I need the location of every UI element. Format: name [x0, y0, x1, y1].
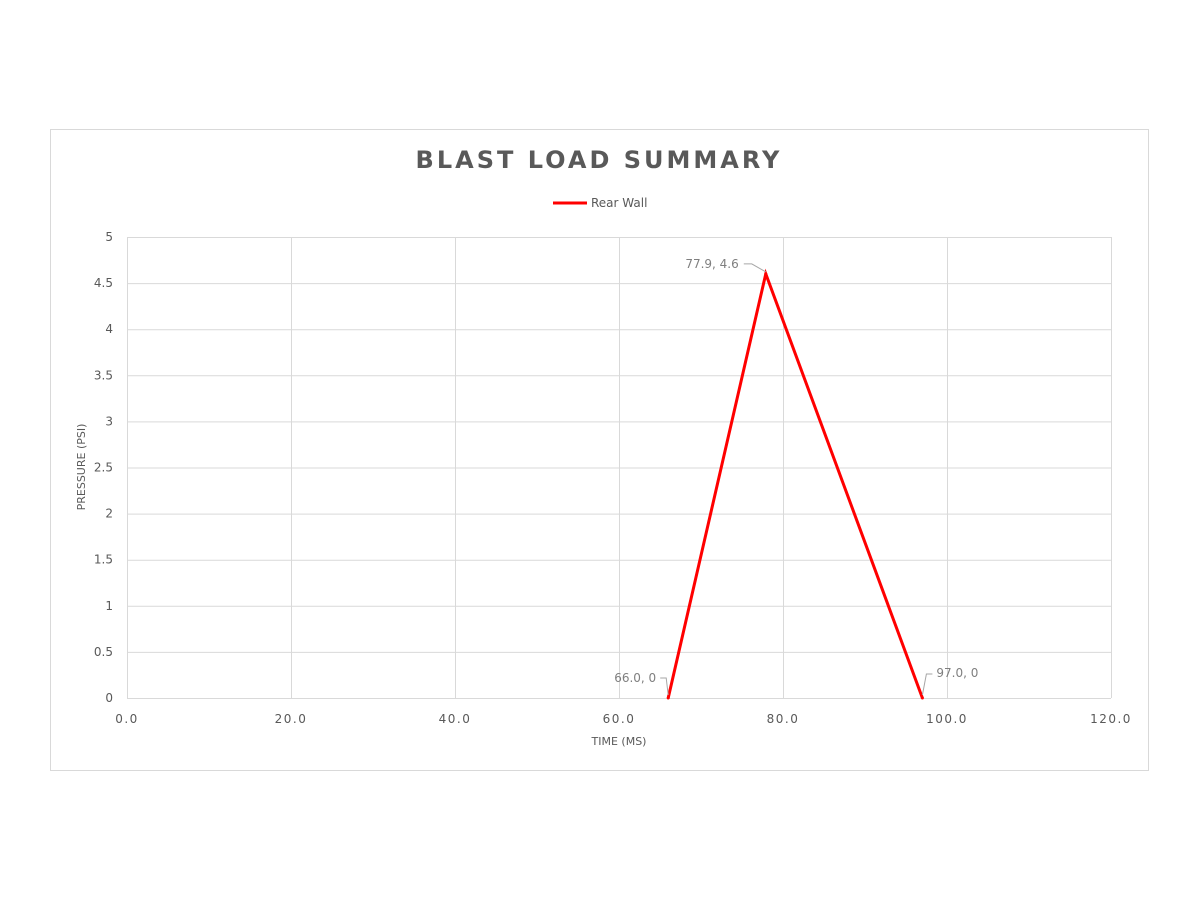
- y-tick-label: 1.5: [94, 553, 113, 567]
- data-point: [666, 696, 670, 700]
- data-point: [764, 272, 768, 276]
- y-tick-label: 1: [105, 599, 113, 613]
- y-tick-label: 3: [105, 414, 113, 428]
- tick-labels: 0 0.5 1 1.5 2 2.5 3 3.5 4 4.5 5 0.0 20.0 40.0 60.0 80.0…: [94, 230, 1132, 726]
- x-tick-label: 120.0: [1090, 712, 1132, 726]
- y-tick-label: 2.5: [94, 461, 113, 475]
- leader-line: [660, 677, 669, 696]
- chart-frame: [50, 129, 1149, 771]
- leader-line: [743, 263, 767, 273]
- data-label: 77.9, 4.6: [685, 257, 738, 271]
- data-label: 97.0, 0: [936, 666, 978, 680]
- x-tick-label: 40.0: [439, 712, 472, 726]
- x-tick-label: 60.0: [603, 712, 636, 726]
- x-tick-label: 100.0: [926, 712, 968, 726]
- y-tick-label: 2: [105, 507, 113, 521]
- data-label: 66.0, 0: [614, 671, 656, 685]
- y-tick-label: 0.5: [94, 645, 113, 659]
- x-tick-label: 20.0: [275, 712, 308, 726]
- data-point: [920, 696, 924, 700]
- y-tick-label: 4: [105, 322, 113, 336]
- y-tick-label: 4.5: [94, 276, 113, 290]
- y-tick-label: 5: [105, 230, 113, 244]
- x-tick-label: 0.0: [115, 712, 139, 726]
- chart-title: BLAST LOAD SUMMARY: [416, 146, 783, 174]
- x-tick-label: 80.0: [767, 712, 800, 726]
- x-axis-title: TIME (MS): [591, 735, 647, 748]
- leader-line: [921, 673, 933, 696]
- gridlines: [127, 237, 1112, 699]
- y-tick-label: 3.5: [94, 368, 113, 382]
- legend: Rear Wall: [553, 196, 647, 210]
- series-layer: 66.0, 0 77.9, 4.6 97.0, 0: [614, 257, 978, 700]
- y-tick-label: 0: [105, 691, 113, 705]
- y-axis-title: PRESSURE (PSI): [75, 424, 88, 511]
- legend-label: Rear Wall: [591, 196, 647, 210]
